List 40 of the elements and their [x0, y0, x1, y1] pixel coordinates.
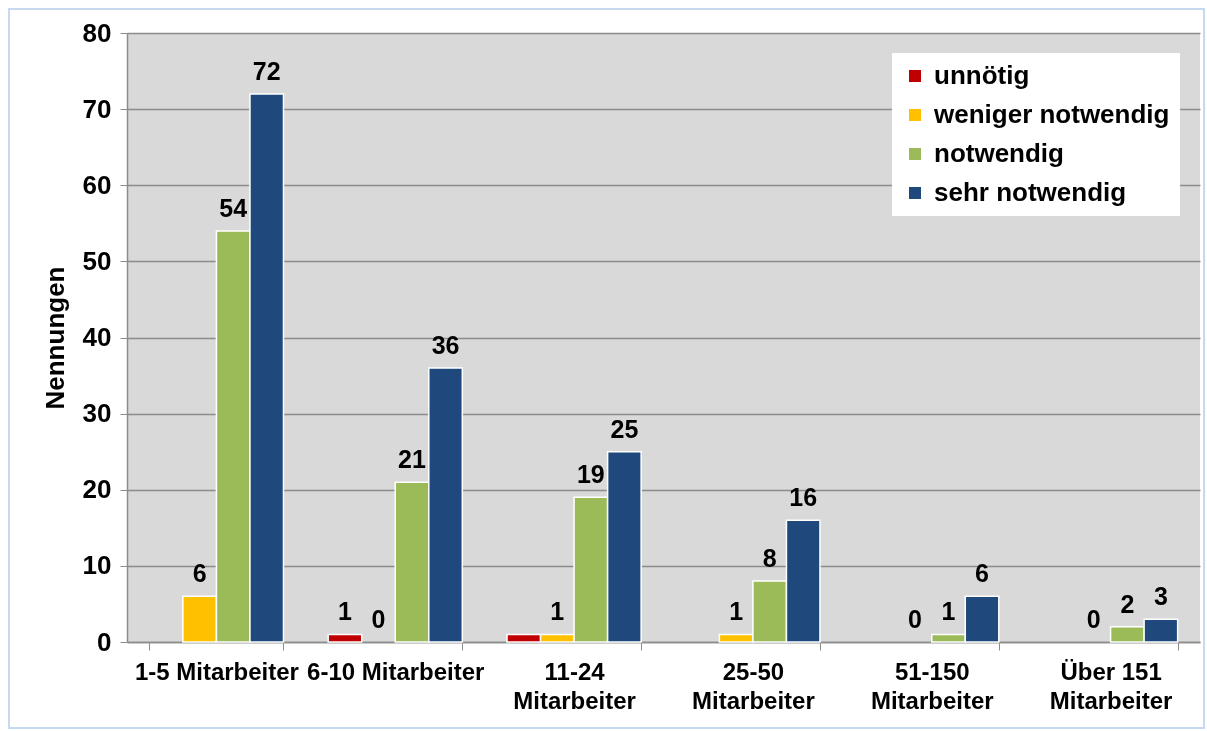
data-label: 2	[1120, 589, 1135, 618]
data-label: 21	[398, 445, 427, 474]
data-label: 25	[610, 414, 639, 443]
y-tick-label: 50	[82, 245, 112, 276]
data-label: 1	[550, 597, 565, 626]
data-label: 1	[941, 597, 956, 626]
y-tick-label: 70	[82, 93, 112, 124]
x-tick-label: Über 151 Mitarbeiter	[1049, 657, 1173, 714]
legend-label: weniger notwendig	[933, 99, 1170, 129]
y-axis-title: Nennungen	[39, 266, 70, 410]
y-tick-label: 30	[82, 398, 112, 429]
y-tick-label: 40	[82, 322, 112, 352]
x-tick-label: 51-150 Mitarbeiter	[870, 657, 994, 714]
data-label: 19	[576, 460, 605, 489]
data-label: 72	[252, 56, 281, 85]
y-tick-label: 10	[82, 550, 112, 581]
legend-label: unnötig	[934, 60, 1030, 90]
data-label: 8	[762, 544, 777, 573]
data-label: 36	[431, 330, 460, 359]
x-tick-label: 1-5 Mitarbeiter	[134, 657, 299, 685]
data-label: 54	[219, 193, 248, 222]
data-label: 1	[729, 597, 744, 626]
data-label: 3	[1153, 582, 1168, 611]
y-tick-label: 0	[97, 626, 112, 657]
x-tick-label: 6-10 Mitarbeiter	[307, 657, 485, 685]
data-label: 0	[371, 605, 386, 633]
data-label: 1	[338, 597, 352, 626]
x-tick-label: 25-50 Mitarbeiter	[692, 657, 815, 714]
data-label: 6	[975, 559, 989, 588]
y-tick-label: 20	[82, 474, 112, 505]
legend-label: notwendig	[934, 138, 1064, 168]
bar	[327, 633, 363, 643]
data-label: 0	[1086, 605, 1101, 633]
data-label: 16	[789, 483, 818, 512]
data-label: 0	[908, 605, 922, 633]
y-tick-label: 80	[82, 17, 112, 48]
x-tick-label: 11-24 Mitarbeiter	[513, 657, 636, 714]
y-tick-label: 60	[82, 169, 112, 200]
data-label: 6	[192, 559, 207, 588]
legend-label: sehr notwendig	[934, 177, 1127, 207]
